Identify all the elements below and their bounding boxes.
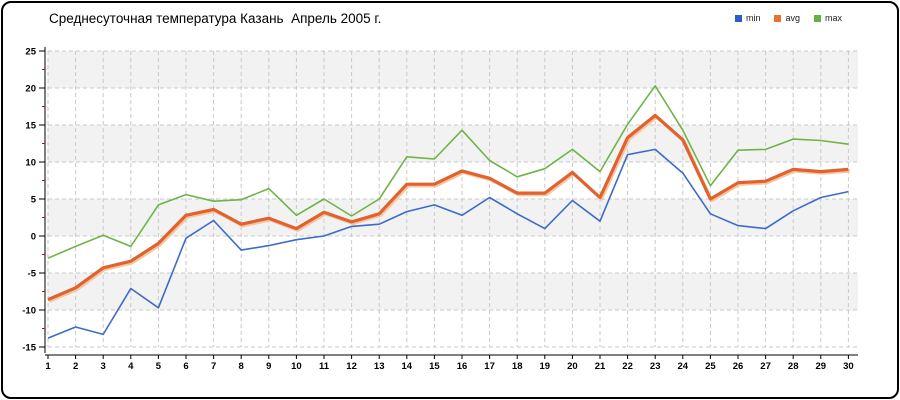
series-min-line <box>47 148 849 339</box>
svg-text:18: 18 <box>512 361 523 372</box>
svg-text:8: 8 <box>239 361 244 372</box>
svg-text:3: 3 <box>101 361 106 372</box>
chart-legend: min avg max <box>734 13 842 23</box>
svg-text:25: 25 <box>25 47 36 58</box>
svg-text:7: 7 <box>211 361 216 372</box>
svg-text:24: 24 <box>678 361 689 372</box>
svg-text:15: 15 <box>429 361 440 372</box>
svg-text:1: 1 <box>45 361 51 372</box>
svg-text:-5: -5 <box>28 269 37 280</box>
svg-text:9: 9 <box>266 361 271 372</box>
svg-text:28: 28 <box>788 361 799 372</box>
plot-bands <box>48 51 858 347</box>
svg-text:0: 0 <box>31 232 36 243</box>
legend-swatch-min-icon <box>734 14 742 22</box>
svg-text:27: 27 <box>760 361 771 372</box>
svg-text:12: 12 <box>346 361 357 372</box>
chart-title: Среднесуточная температура Казань Апрель… <box>49 11 382 26</box>
legend-swatch-max-icon <box>813 14 821 22</box>
svg-text:21: 21 <box>595 361 606 372</box>
svg-text:5: 5 <box>156 361 162 372</box>
svg-text:19: 19 <box>540 361 551 372</box>
svg-text:5: 5 <box>31 195 37 206</box>
svg-text:23: 23 <box>650 361 661 372</box>
svg-text:11: 11 <box>319 361 330 372</box>
svg-text:29: 29 <box>816 361 827 372</box>
series-avg-shadow <box>48 115 850 303</box>
svg-text:22: 22 <box>622 361 633 372</box>
legend-label-min: min <box>745 13 761 23</box>
svg-text:30: 30 <box>843 361 854 372</box>
legend-item-max: max <box>813 13 842 23</box>
x-axis: 1 2 3 4 5 6 7 8 9 10 11 12 13 14 15 16 17 18 19 20 21 22 23 24 2… <box>45 354 858 372</box>
series-max-line <box>47 85 849 259</box>
svg-text:-10: -10 <box>22 306 36 317</box>
svg-text:13: 13 <box>374 361 385 372</box>
svg-text:16: 16 <box>457 361 468 372</box>
svg-text:10: 10 <box>25 158 36 169</box>
svg-text:20: 20 <box>567 361 578 372</box>
svg-text:15: 15 <box>25 121 36 132</box>
legend-item-min: min <box>734 13 761 23</box>
series-avg-line <box>47 113 849 302</box>
svg-text:25: 25 <box>705 361 716 372</box>
svg-text:26: 26 <box>733 361 744 372</box>
svg-text:-15: -15 <box>22 343 36 354</box>
svg-text:17: 17 <box>484 361 495 372</box>
y-axis: 25 20 15 10 5 0 -5 -10 -15 <box>22 47 46 354</box>
legend-label-max: max <box>824 13 842 23</box>
legend-item-avg: avg <box>774 13 800 23</box>
svg-text:20: 20 <box>25 84 36 95</box>
legend-label-avg: avg <box>785 13 800 23</box>
svg-text:6: 6 <box>183 361 188 372</box>
svg-text:2: 2 <box>73 361 78 372</box>
gridlines <box>47 50 858 348</box>
svg-text:14: 14 <box>402 361 413 372</box>
legend-swatch-avg-icon <box>774 14 782 22</box>
svg-text:4: 4 <box>128 361 134 372</box>
svg-text:10: 10 <box>291 361 302 372</box>
